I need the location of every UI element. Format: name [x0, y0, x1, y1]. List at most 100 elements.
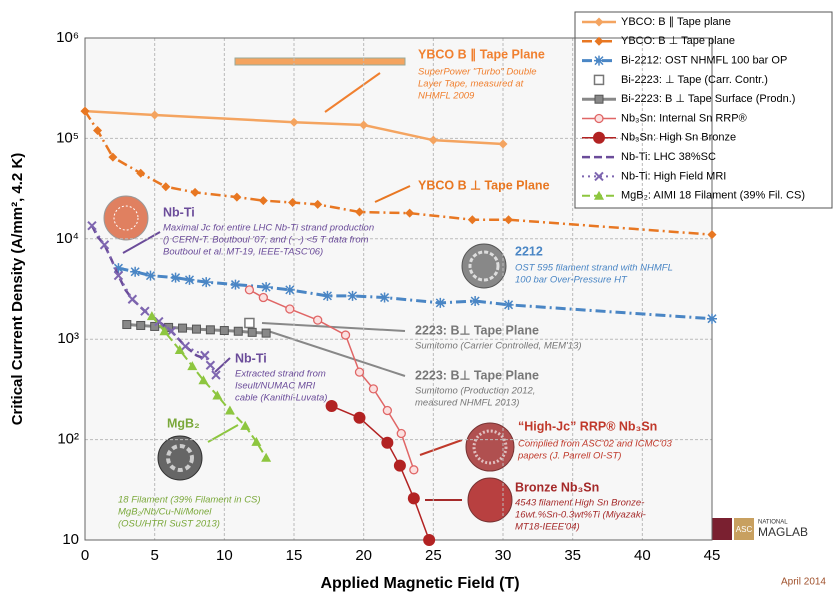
annotation-text: 18 Filament (39% Filament in CS) [118, 495, 261, 506]
marker [99, 240, 110, 250]
marker [428, 135, 438, 145]
marker [423, 534, 436, 546]
logo-text: ASC [736, 525, 753, 534]
marker [396, 428, 406, 439]
marker [184, 274, 195, 285]
marker [261, 452, 272, 462]
series [325, 400, 436, 546]
marker [161, 182, 171, 192]
marker [379, 292, 390, 303]
marker [170, 272, 181, 283]
annotation-text: () CERN-T. Boutboul '07, and (- -) <5 T … [163, 235, 369, 246]
x-tick-label: 25 [425, 547, 442, 564]
annotation-title: MgB₂ [167, 416, 200, 430]
marker [200, 350, 210, 361]
marker [407, 492, 420, 505]
y-tick-label: 10⁵ [56, 129, 79, 146]
marker [498, 139, 508, 149]
marker [288, 197, 298, 207]
series [113, 263, 717, 324]
footnote: April 2014 [781, 577, 826, 588]
marker [594, 55, 604, 66]
marker [258, 292, 268, 303]
annotation-text: Sumitomo (Production 2012, [415, 386, 535, 397]
marker [136, 320, 146, 330]
line [83, 110, 713, 236]
marker [93, 125, 103, 135]
legend-label: Nb₃Sn: Internal Sn RRP® [621, 112, 747, 124]
annotation-text: (OSU/HTRI SuST 2013) [118, 519, 220, 530]
annotation-text: 100 bar Over-Pressure HT [515, 275, 628, 286]
annotation-text: SuperPower "Turbo" Double [418, 67, 537, 78]
annotation-text: 4543 filament High Sn Bronze- [515, 498, 644, 509]
line [249, 289, 415, 471]
annotation-text: Maximal Jc for entire LHC Nb-Ti strand p… [163, 223, 374, 234]
series [80, 106, 717, 240]
marker [284, 284, 295, 295]
annotation-text: Boutboul et al. MT-19, IEEE-TASC'06) [163, 247, 323, 258]
marker [113, 263, 124, 274]
decorations [103, 57, 754, 540]
annotation-title: Nb-Ti [163, 205, 195, 219]
annotation-title: 2223: B⊥ Tape Plane [415, 368, 539, 382]
legend-label: Bi-2212: OST NHMFL 100 bar OP [621, 55, 787, 67]
marker [150, 110, 160, 120]
marker [594, 113, 604, 124]
legend-label: Nb-Ti: LHC 38%SC [621, 151, 716, 163]
logo-text: NATIONAL [758, 520, 788, 526]
marker [258, 196, 268, 206]
marker [180, 341, 191, 351]
arrow [261, 322, 406, 332]
marker [166, 326, 177, 336]
annotation-text: 16wt.%Sn-0.3wt%Ti (Miyazaki- [515, 510, 646, 521]
marker [354, 367, 365, 377]
marker [322, 290, 333, 301]
series [146, 311, 272, 462]
marker [247, 327, 257, 337]
arrow [267, 330, 406, 377]
marker [232, 192, 242, 202]
x-axis-label: Applied Magnetic Field (T) [320, 575, 519, 592]
marker [113, 270, 124, 281]
x-tick-label: 20 [355, 547, 372, 564]
annotation-title: Bronze Nb₃Sn [515, 480, 599, 494]
marker [593, 74, 605, 86]
marker [224, 405, 235, 415]
marker [354, 207, 364, 217]
marker [393, 459, 406, 472]
marker [150, 321, 160, 331]
x-tick-label: 40 [634, 547, 651, 564]
legend-label: Nb₃Sn: High Sn Bronze [621, 132, 736, 144]
strand-image [461, 243, 507, 289]
annotation-title: 2212 [515, 244, 543, 258]
annotation-text: Iseult/NUMAC MRI [235, 381, 316, 392]
marker [212, 390, 223, 400]
annotation-title: YBCO B ∥ Tape Plane [418, 47, 545, 62]
annotation-title: “High-Jc” RRP® Nb₃Sn [518, 419, 657, 433]
annotation-text: MT18-IEEE'04) [515, 522, 580, 533]
x-tick-label: 30 [495, 547, 512, 564]
y-tick-label: 10 [62, 531, 79, 548]
annotation-title: Nb-Ti [235, 351, 267, 365]
marker [122, 320, 132, 330]
annotation-text: NHMFL 2009 [418, 91, 475, 102]
tape-image [234, 57, 406, 66]
x-tick-label: 10 [216, 547, 233, 564]
marker [504, 215, 514, 225]
marker [594, 17, 604, 27]
marker [707, 230, 717, 240]
marker [594, 94, 604, 104]
series [244, 317, 255, 329]
arrow [214, 357, 231, 373]
marker [244, 285, 255, 295]
annotation-text: cable (Kanithi-Luvata) [235, 393, 327, 404]
marker [136, 168, 146, 178]
marker [325, 400, 338, 413]
marker [205, 325, 215, 335]
y-tick-label: 10² [57, 431, 79, 448]
marker [261, 328, 271, 338]
logo-text: MAGLAB [758, 525, 808, 539]
marker [285, 304, 295, 314]
strand-image [166, 444, 194, 472]
